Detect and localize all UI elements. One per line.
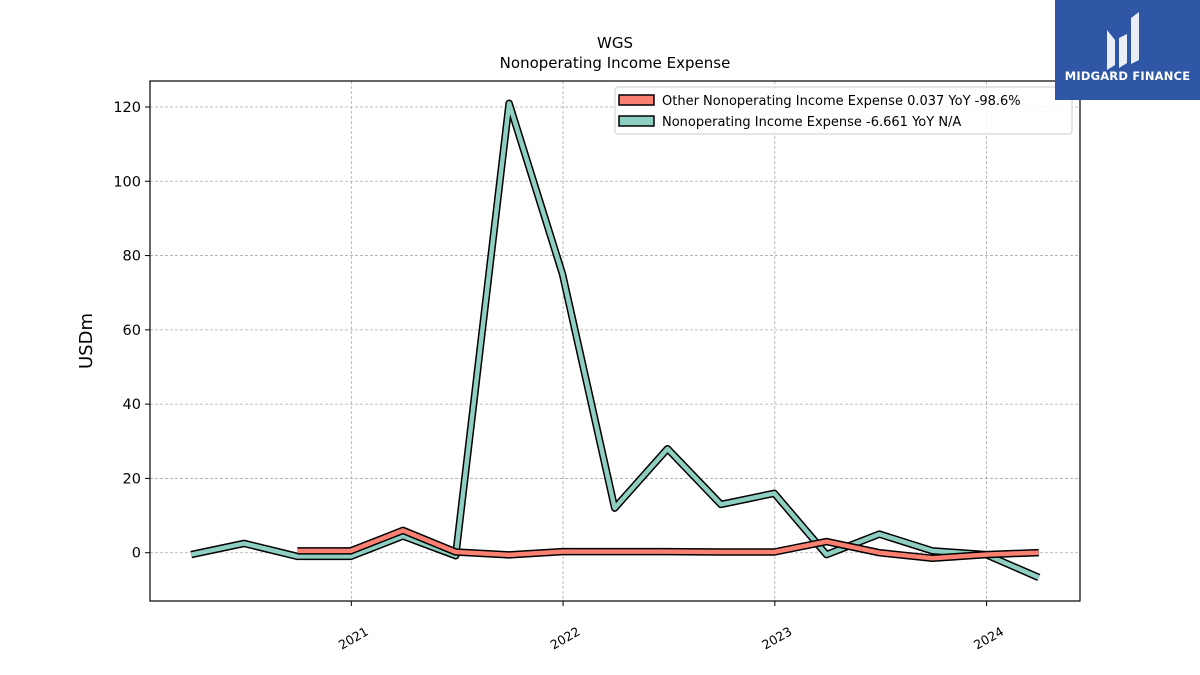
chart-subtitle: Nonoperating Income Expense: [500, 54, 731, 72]
axis-ticks: 0 20 40 60 80 100 120 2021 2022 2023 2024: [113, 100, 1006, 653]
midgard-logo-icon: [1107, 12, 1139, 70]
legend-entry: Other Nonoperating Income Expense 0.037 …: [662, 94, 1021, 109]
series-lines: [190, 99, 1041, 581]
y-tick-label: 60: [123, 323, 141, 339]
series-line: [190, 101, 1040, 580]
y-tick-label: 0: [132, 546, 141, 562]
x-tick-label: 2022: [548, 624, 583, 653]
legend-box: [614, 86, 1073, 135]
grid-lines: [150, 81, 1080, 601]
legend-entry: Nonoperating Income Expense -6.661 YoY N…: [662, 115, 961, 130]
x-tick-label: 2024: [971, 624, 1006, 653]
y-axis-label: USDm: [76, 313, 97, 369]
series-line: [297, 528, 1039, 561]
legend: Other Nonoperating Income Expense 0.037 …: [614, 86, 1073, 135]
y-tick-label: 120: [113, 100, 141, 116]
legend-swatch: [618, 94, 655, 106]
x-tick-label: 2021: [336, 624, 371, 653]
brand-logo: MIDGARD FINANCE: [1055, 0, 1200, 100]
plot-frame: [149, 80, 1081, 602]
x-tick-label: 2023: [759, 624, 794, 653]
legend-swatch: [618, 115, 655, 127]
y-tick-label: 40: [123, 397, 141, 413]
chart-title: WGS: [597, 34, 633, 52]
y-tick-label: 20: [123, 471, 141, 487]
y-tick-label: 100: [113, 174, 141, 190]
y-tick-label: 80: [123, 249, 141, 265]
brand-logo-text: MIDGARD FINANCE: [1064, 69, 1191, 83]
